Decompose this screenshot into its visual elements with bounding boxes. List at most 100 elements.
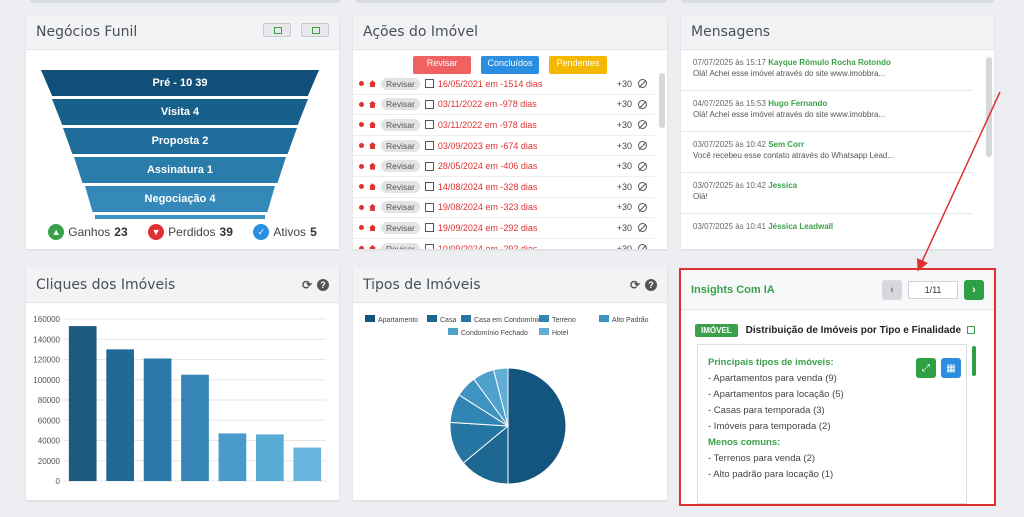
- pie-slice[interactable]: [507, 367, 567, 485]
- external-link-icon[interactable]: [967, 326, 976, 334]
- message-item[interactable]: 03/07/2025 às 10:41 Jéssica Leadwall: [681, 214, 973, 249]
- pie-slice[interactable]: [462, 424, 509, 485]
- expand-button[interactable]: ⤢: [916, 358, 936, 378]
- bar[interactable]: [293, 447, 322, 481]
- postpone-button[interactable]: +30: [616, 161, 632, 172]
- message-item[interactable]: 04/07/2025 às 15:53 Hugo Fernando Olá! Ac…: [681, 91, 973, 132]
- summary-label: Perdidos: [168, 225, 216, 239]
- insight-scrollbar[interactable]: [972, 346, 976, 376]
- legend-swatch[interactable]: [539, 328, 549, 335]
- action-tab[interactable]: Concluídos: [481, 56, 539, 74]
- insight-category-badge: IMÓVEL: [695, 323, 738, 337]
- postpone-button[interactable]: +30: [616, 202, 632, 213]
- action-tag[interactable]: Revisar: [381, 201, 420, 214]
- funnel-step[interactable]: Negociação 4: [85, 186, 275, 212]
- bar[interactable]: [68, 326, 97, 481]
- help-icon[interactable]: ?: [645, 279, 657, 291]
- money-button[interactable]: [301, 22, 329, 37]
- calendar-button[interactable]: [262, 22, 291, 37]
- legend-label[interactable]: Alto Padrão: [612, 317, 649, 324]
- cancel-icon[interactable]: [638, 223, 647, 233]
- funnel-step[interactable]: Visita 4: [52, 99, 308, 125]
- action-row[interactable]: Revisar 03/09/2023 em -674 dias +30: [353, 136, 655, 157]
- cancel-icon[interactable]: [638, 141, 647, 151]
- pie-slice[interactable]: [492, 367, 509, 427]
- action-tag[interactable]: Revisar: [381, 242, 420, 249]
- postpone-button[interactable]: +30: [616, 222, 632, 233]
- postpone-button[interactable]: +30: [616, 99, 632, 110]
- action-row[interactable]: Revisar 03/11/2022 em -978 dias +30: [353, 95, 655, 116]
- cancel-icon[interactable]: [638, 202, 647, 212]
- actions-scrollbar[interactable]: [659, 73, 665, 128]
- funnel-summary-item[interactable]: ✓ Ativos 5: [253, 224, 317, 240]
- action-row[interactable]: Revisar 16/05/2021 em -1514 dias +30: [353, 74, 655, 95]
- action-tag[interactable]: Revisar: [381, 221, 420, 234]
- clicks-bar-chart: 0 20000 40000 60000 80000 100000 120000 140000 1…: [33, 315, 326, 486]
- action-tab[interactable]: Pendentes: [549, 56, 607, 74]
- action-tag[interactable]: Revisar: [381, 160, 420, 173]
- bar[interactable]: [106, 349, 134, 481]
- types-title: Tipos de Imóveis: [363, 277, 481, 293]
- legend-swatch[interactable]: [461, 315, 471, 322]
- status-dot: [359, 204, 364, 210]
- funnel-summary-item[interactable]: ▼ Perdidos 39: [148, 224, 233, 240]
- cancel-icon[interactable]: [638, 99, 647, 109]
- bar[interactable]: [256, 434, 284, 481]
- action-row[interactable]: Revisar 19/08/2024 em -323 dias +30: [353, 198, 655, 219]
- legend-label[interactable]: Apartamento: [378, 317, 418, 324]
- action-tag[interactable]: Revisar: [381, 98, 420, 111]
- action-row[interactable]: Revisar 14/08/2024 em -328 dias +30: [353, 177, 655, 198]
- bar[interactable]: [181, 374, 209, 481]
- legend-label[interactable]: Condomínio Fechado: [461, 330, 528, 337]
- action-row[interactable]: Revisar 19/09/2024 em -292 dias +30: [353, 218, 655, 239]
- postpone-button[interactable]: +30: [616, 78, 632, 89]
- legend-label[interactable]: Casa: [440, 317, 456, 324]
- postpone-button[interactable]: +30: [616, 243, 632, 249]
- refresh-icon[interactable]: ⟳: [629, 278, 641, 292]
- message-item[interactable]: 07/07/2025 às 15:17 Kayque Rômulo Rocha …: [681, 50, 973, 91]
- postpone-button[interactable]: +30: [616, 140, 632, 151]
- refresh-icon[interactable]: ⟳: [301, 278, 313, 292]
- cancel-icon[interactable]: [638, 79, 647, 89]
- bar[interactable]: [218, 433, 247, 481]
- legend-swatch[interactable]: [365, 315, 375, 322]
- cancel-icon[interactable]: [638, 244, 647, 249]
- messages-scrollbar[interactable]: [986, 57, 992, 157]
- next-insight-button[interactable]: ›: [964, 279, 984, 300]
- action-tag[interactable]: Revisar: [381, 180, 420, 193]
- calendar-icon: [424, 79, 434, 89]
- legend-label[interactable]: Hotel: [552, 330, 569, 337]
- legend-swatch[interactable]: [539, 315, 549, 322]
- funnel-step[interactable]: Proposta 2: [63, 128, 297, 154]
- chart-view-button[interactable]: ▦: [941, 358, 961, 378]
- funnel-step[interactable]: Assinatura 1: [74, 157, 286, 183]
- cancel-icon[interactable]: [638, 161, 647, 171]
- legend-label[interactable]: Terreno: [552, 317, 576, 324]
- action-tab[interactable]: Revisar: [413, 56, 471, 74]
- bar[interactable]: [143, 358, 172, 481]
- calendar-icon: [424, 161, 434, 171]
- insight-page-indicator[interactable]: 1/11: [908, 280, 958, 299]
- action-tag[interactable]: Revisar: [381, 118, 420, 131]
- legend-swatch[interactable]: [599, 315, 609, 322]
- prev-insight-button[interactable]: ‹: [882, 279, 902, 300]
- message-item[interactable]: 03/07/2025 às 10:42 Jessica Olá!: [681, 173, 973, 214]
- legend-label[interactable]: Casa em Condomínio: [474, 317, 542, 324]
- legend-swatch[interactable]: [448, 328, 458, 335]
- cancel-icon[interactable]: [638, 182, 647, 192]
- action-tag[interactable]: Revisar: [381, 77, 420, 90]
- action-row[interactable]: Revisar 10/09/2024 em -292 dias +30: [353, 239, 655, 249]
- action-row[interactable]: Revisar 03/11/2022 em -978 dias +30: [353, 115, 655, 136]
- action-tag[interactable]: Revisar: [381, 139, 420, 152]
- action-row[interactable]: Revisar 28/05/2024 em -406 dias +30: [353, 156, 655, 177]
- postpone-button[interactable]: +30: [616, 181, 632, 192]
- status-dot: [359, 101, 364, 107]
- funnel-step[interactable]: Pré - 10 39: [41, 70, 319, 96]
- message-sender: Kayque Rômulo Rocha Rotondo: [768, 58, 891, 67]
- help-icon[interactable]: ?: [317, 279, 329, 291]
- cancel-icon[interactable]: [638, 120, 647, 130]
- postpone-button[interactable]: +30: [616, 119, 632, 130]
- legend-swatch[interactable]: [427, 315, 437, 322]
- message-item[interactable]: 03/07/2025 às 10:42 Sem Corr Você recebeu…: [681, 132, 973, 173]
- funnel-summary-item[interactable]: ▲ Ganhos 23: [48, 224, 128, 240]
